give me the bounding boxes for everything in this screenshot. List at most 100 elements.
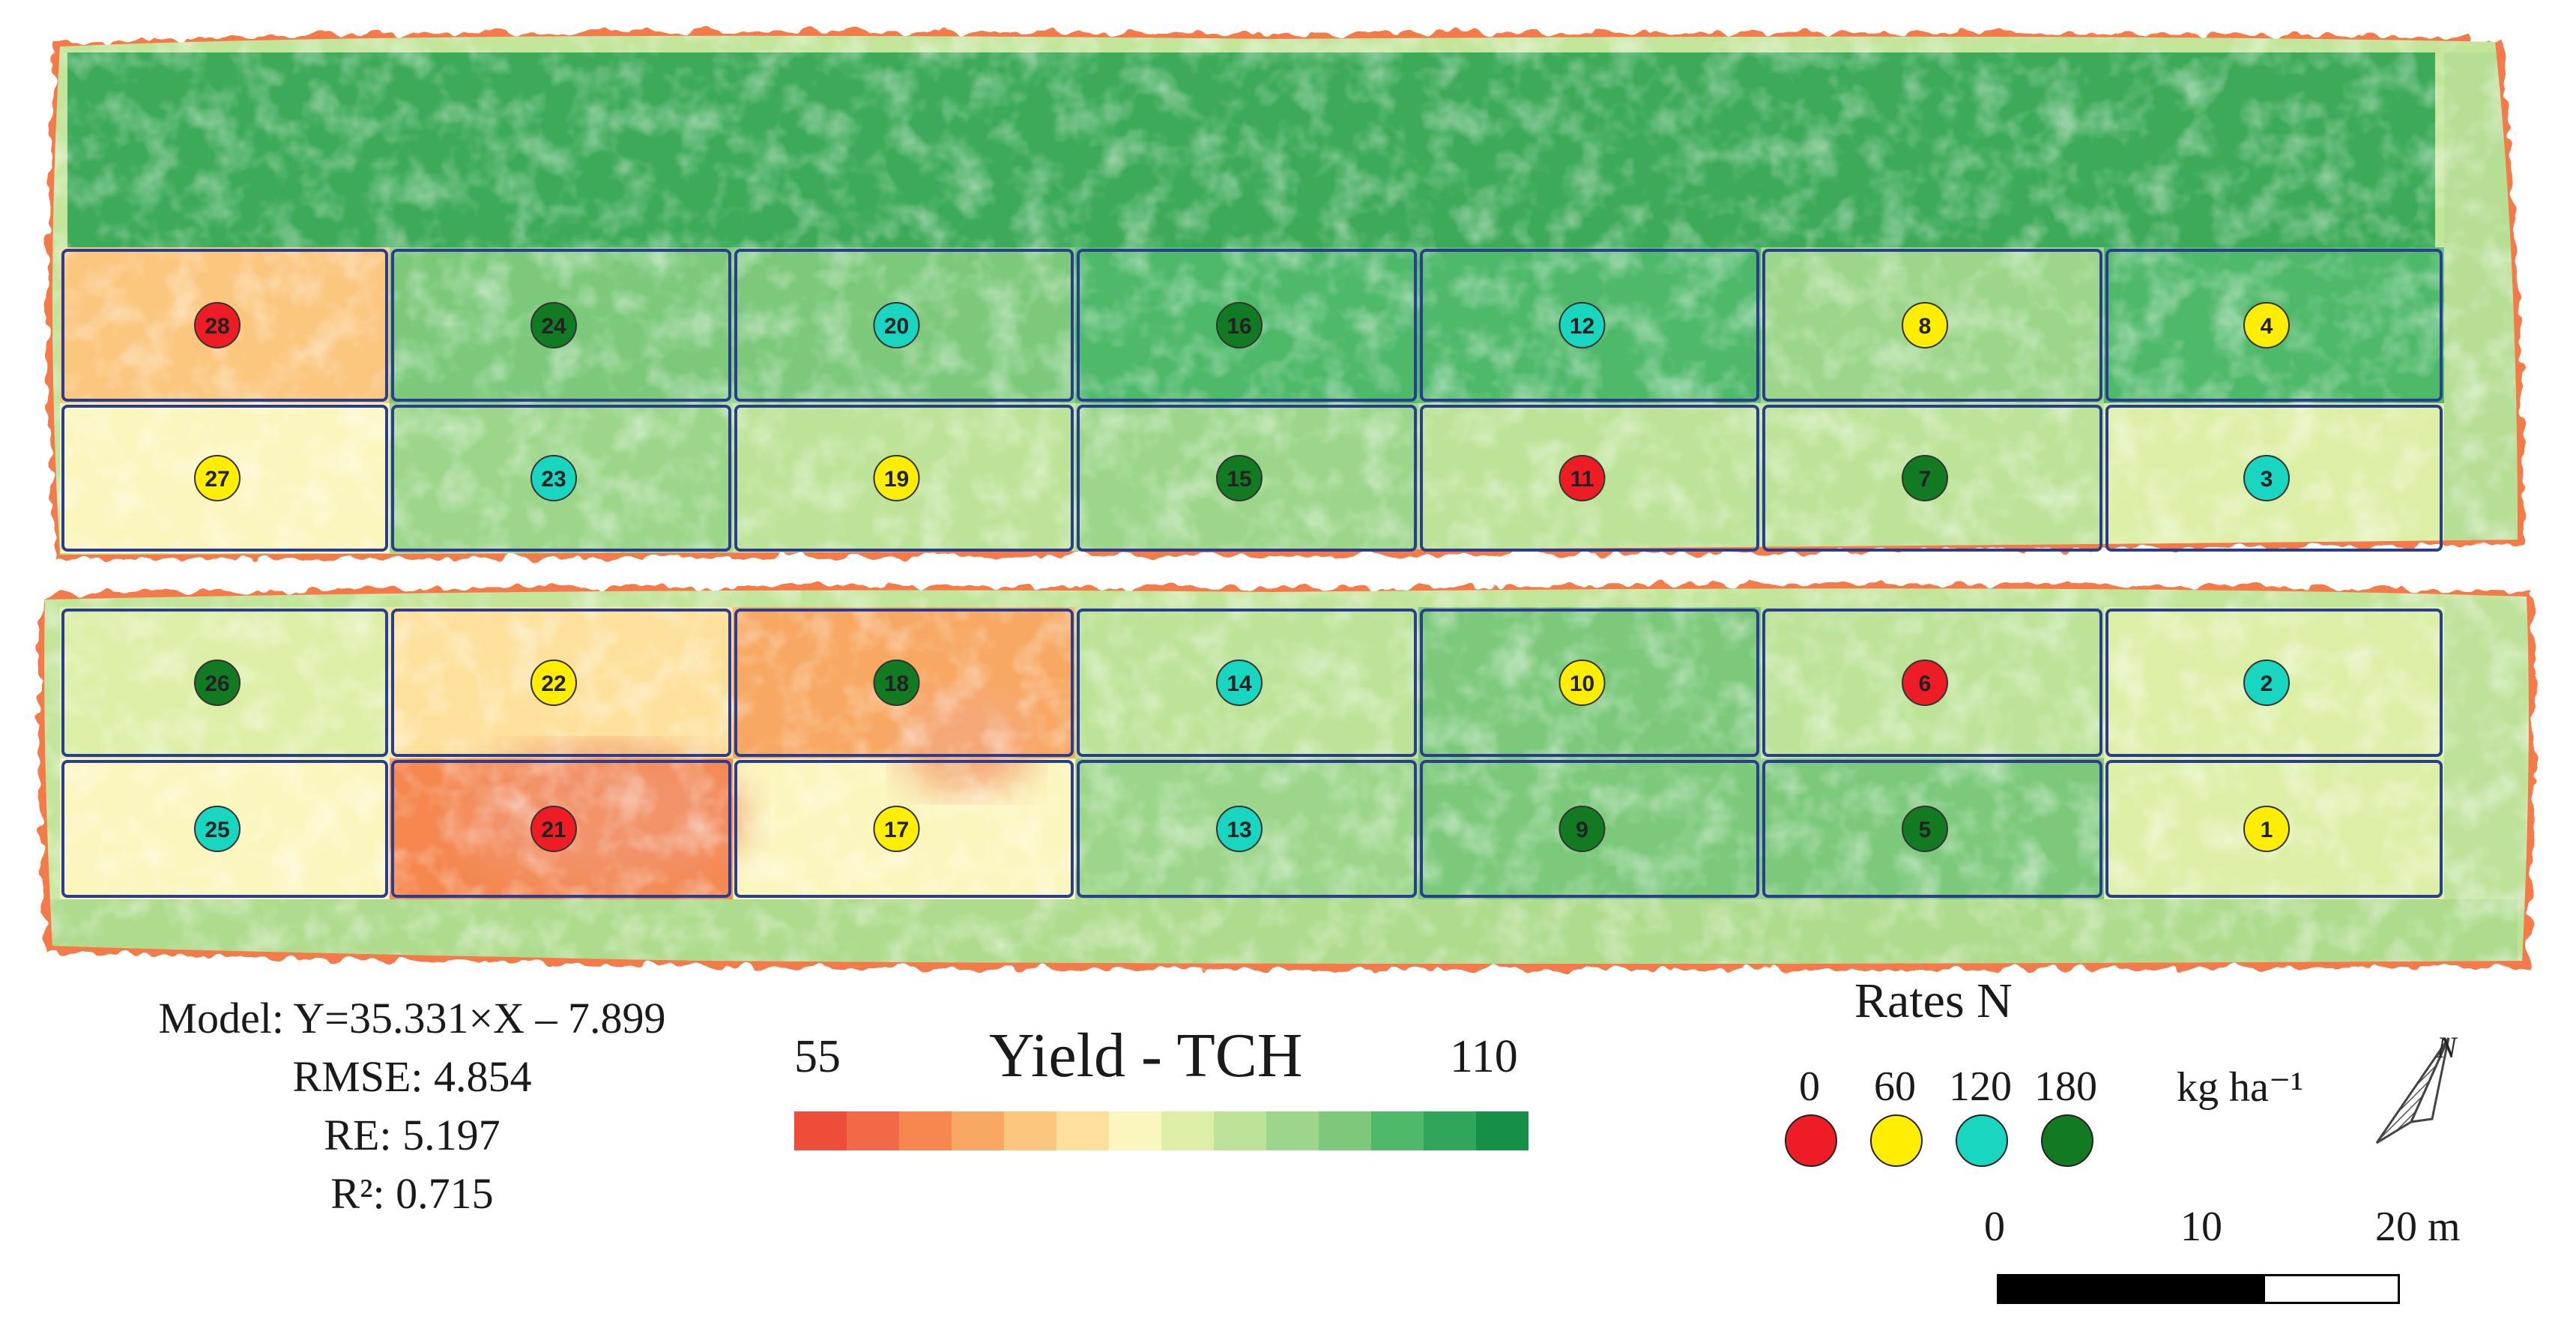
plot-boundary (734, 760, 1074, 898)
plot-boundary (61, 405, 388, 552)
north-label: N (2436, 1030, 2458, 1064)
plot-boundary (2105, 249, 2443, 402)
plot-marker-label: 23 (541, 467, 566, 492)
plot-marker-label: 12 (1570, 314, 1594, 339)
plot-boundary (1420, 249, 1759, 402)
plot-marker-label: 4 (2261, 314, 2273, 339)
plot-marker-5[interactable]: 5 (1902, 806, 1948, 852)
rate-swatch-0 (1785, 1114, 1837, 1167)
plot-marker-dot (194, 806, 241, 852)
colorbar-swatch (899, 1111, 952, 1150)
plot-markers: 28 24 20 16 12 8 427 23 19 15 11 7 326 22 18 14 10 6 225 21… (194, 302, 2290, 852)
colorbar-title: Yield - TCH (989, 1021, 1303, 1090)
plot-marker-dot (1558, 302, 1606, 348)
north-arrow-icon: N (2375, 1030, 2458, 1144)
plot-boundary (1420, 405, 1759, 552)
plot-marker-dot (873, 455, 920, 501)
plot-marker-20[interactable]: 20 (873, 302, 920, 348)
plot-boundary (1077, 609, 1417, 757)
plot-boundary (61, 249, 388, 402)
plot-marker-16[interactable]: 16 (1216, 302, 1263, 348)
plot-marker-dot (530, 455, 577, 501)
plot-marker-8[interactable]: 8 (1902, 302, 1948, 348)
rate-label-0: 0 (1799, 1063, 1820, 1110)
rate-label-180: 180 (2034, 1063, 2097, 1110)
plot-marker-26[interactable]: 26 (194, 660, 241, 706)
colorbar-max-label: 110 (1450, 1031, 1518, 1082)
colorbar-swatch (1476, 1111, 1529, 1150)
colorbar-swatch (1424, 1111, 1476, 1150)
plot-boundary (1077, 760, 1417, 898)
plot-marker-label: 25 (205, 818, 229, 842)
plot-marker-22[interactable]: 22 (530, 660, 577, 706)
plot-boundary (1762, 609, 2102, 757)
scale-bar-segment (2132, 1276, 2265, 1302)
plot-marker-label: 28 (205, 314, 229, 339)
plot-marker-label: 13 (1227, 818, 1251, 842)
rates-legend-title: Rates N (1854, 974, 2013, 1028)
plot-boundaries (61, 249, 2443, 898)
plot-marker-9[interactable]: 9 (1558, 806, 1606, 852)
plot-marker-dot (1902, 660, 1948, 706)
plot-marker-28[interactable]: 28 (194, 302, 241, 348)
colorbar-min-label: 55 (794, 1031, 841, 1082)
colorbar-swatch (1109, 1111, 1161, 1150)
plot-boundary (391, 760, 731, 898)
plot-marker-label: 8 (1919, 314, 1932, 339)
plot-boundary (2105, 760, 2443, 898)
plot-marker-dot (1216, 660, 1263, 706)
plot-boundary (1762, 760, 2102, 898)
plot-marker-dot (2243, 806, 2290, 852)
plot-marker-7[interactable]: 7 (1902, 455, 1948, 501)
plot-marker-15[interactable]: 15 (1216, 455, 1263, 501)
plot-marker-dot (1902, 302, 1948, 348)
colorbar-swatch (1214, 1111, 1266, 1150)
plot-marker-6[interactable]: 6 (1902, 660, 1948, 706)
rate-swatch-60 (1870, 1114, 1923, 1167)
scale-label: 10 (2180, 1204, 2222, 1250)
plot-marker-label: 19 (884, 467, 909, 492)
plot-marker-dot (1902, 806, 1948, 852)
plot-marker-25[interactable]: 25 (194, 806, 241, 852)
plot-marker-label: 20 (884, 314, 909, 339)
plot-marker-label: 17 (884, 818, 909, 842)
plot-marker-14[interactable]: 14 (1216, 660, 1263, 706)
plot-marker-27[interactable]: 27 (194, 455, 241, 501)
plot-marker-12[interactable]: 12 (1558, 302, 1606, 348)
model-re: RE: 5.197 (324, 1111, 501, 1159)
plot-marker-19[interactable]: 19 (873, 455, 920, 501)
plot-marker-dot (1558, 660, 1606, 706)
plot-marker-2[interactable]: 2 (2243, 660, 2290, 706)
plot-marker-11[interactable]: 11 (1558, 455, 1606, 501)
scale-label: 20 m (2375, 1204, 2461, 1250)
rate-label-60: 60 (1874, 1063, 1916, 1110)
plot-marker-dot (2243, 660, 2290, 706)
plot-boundary (1420, 760, 1759, 898)
plot-marker-dot (1216, 806, 1263, 852)
plot-marker-10[interactable]: 10 (1558, 660, 1606, 706)
plot-marker-label: 21 (541, 818, 566, 842)
model-r2: R²: 0.715 (330, 1169, 494, 1218)
plot-marker-24[interactable]: 24 (530, 302, 577, 348)
plot-marker-13[interactable]: 13 (1216, 806, 1263, 852)
plot-marker-1[interactable]: 1 (2243, 806, 2290, 852)
scale-bar-segment (1999, 1276, 2132, 1302)
field-bottom-block (44, 588, 2529, 964)
model-stats: Model: Y=35.331×X – 7.899 RMSE: 4.854 RE… (90, 989, 734, 1223)
plot-marker-21[interactable]: 21 (530, 806, 577, 852)
plot-marker-dot (1216, 455, 1263, 501)
scale-bar (1997, 1274, 2400, 1304)
plot-marker-dot (194, 660, 241, 706)
plot-marker-label: 1 (2261, 818, 2273, 842)
plot-boundary (61, 760, 388, 898)
plot-marker-17[interactable]: 17 (873, 806, 920, 852)
colorbar-swatch (952, 1111, 1004, 1150)
rate-label-120: 120 (1949, 1063, 2012, 1110)
plot-marker-23[interactable]: 23 (530, 455, 577, 501)
scale-label: 0 (1984, 1204, 2005, 1250)
plot-marker-dot (194, 455, 241, 501)
plot-marker-4[interactable]: 4 (2243, 302, 2290, 348)
plot-marker-18[interactable]: 18 (873, 660, 920, 706)
plot-marker-3[interactable]: 3 (2243, 455, 2290, 501)
